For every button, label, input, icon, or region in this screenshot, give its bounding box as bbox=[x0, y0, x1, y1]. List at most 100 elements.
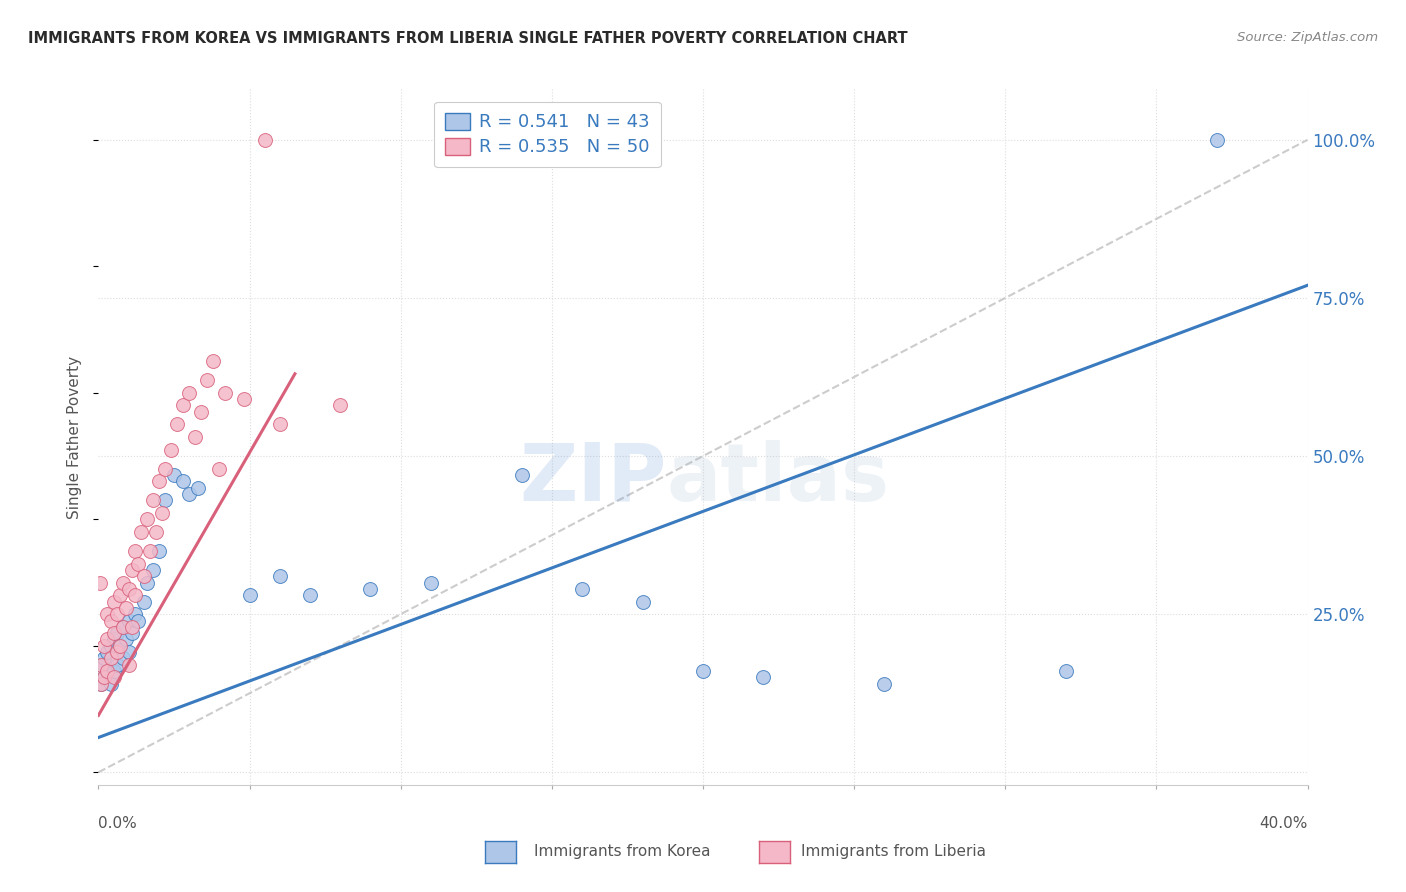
Point bbox=[571, 582, 593, 596]
Text: Source: ZipAtlas.com: Source: ZipAtlas.com bbox=[1237, 31, 1378, 45]
Point bbox=[103, 594, 125, 608]
Point bbox=[118, 582, 141, 596]
Point bbox=[163, 468, 186, 483]
Point bbox=[118, 645, 141, 659]
Point bbox=[184, 430, 207, 444]
Text: atlas: atlas bbox=[666, 440, 890, 518]
Point bbox=[90, 677, 112, 691]
Point bbox=[153, 493, 176, 508]
Point bbox=[752, 670, 775, 684]
Point bbox=[420, 575, 443, 590]
Point bbox=[100, 639, 122, 653]
Point bbox=[179, 385, 201, 400]
Point bbox=[150, 506, 173, 520]
Point bbox=[93, 670, 115, 684]
Point bbox=[166, 417, 188, 432]
Point bbox=[142, 493, 165, 508]
Point bbox=[100, 651, 122, 665]
Point bbox=[103, 632, 125, 647]
Point bbox=[96, 607, 118, 622]
Point bbox=[239, 588, 262, 602]
Point bbox=[329, 399, 352, 413]
Point bbox=[96, 645, 118, 659]
Point bbox=[93, 670, 115, 684]
Point bbox=[172, 399, 194, 413]
Point bbox=[1054, 664, 1077, 678]
Point bbox=[299, 588, 322, 602]
Point bbox=[105, 657, 128, 672]
Point bbox=[873, 677, 896, 691]
Point bbox=[93, 639, 115, 653]
Point bbox=[160, 442, 183, 457]
Point bbox=[108, 588, 131, 602]
Point bbox=[108, 639, 131, 653]
Point bbox=[214, 385, 236, 400]
Point bbox=[208, 461, 231, 475]
Text: Immigrants from Liberia: Immigrants from Liberia bbox=[801, 845, 987, 859]
Point bbox=[121, 563, 143, 577]
Point bbox=[111, 651, 134, 665]
Point bbox=[1206, 133, 1229, 147]
Point bbox=[253, 133, 276, 147]
Point bbox=[135, 575, 157, 590]
Point bbox=[96, 632, 118, 647]
Point bbox=[96, 664, 118, 678]
Point bbox=[90, 657, 112, 672]
Point bbox=[114, 600, 136, 615]
Point bbox=[103, 670, 125, 684]
Point bbox=[100, 677, 122, 691]
Point bbox=[105, 626, 128, 640]
Point bbox=[124, 607, 146, 622]
Point bbox=[105, 607, 128, 622]
Point bbox=[114, 632, 136, 647]
Point bbox=[124, 588, 146, 602]
Text: Immigrants from Korea: Immigrants from Korea bbox=[534, 845, 711, 859]
Text: IMMIGRANTS FROM KOREA VS IMMIGRANTS FROM LIBERIA SINGLE FATHER POVERTY CORRELATI: IMMIGRANTS FROM KOREA VS IMMIGRANTS FROM… bbox=[28, 31, 908, 46]
Point bbox=[124, 544, 146, 558]
Point bbox=[360, 582, 382, 596]
Point bbox=[90, 657, 112, 672]
Point bbox=[269, 417, 291, 432]
Point bbox=[96, 664, 118, 678]
Point bbox=[148, 475, 170, 489]
Text: ZIP: ZIP bbox=[519, 440, 666, 518]
Text: 0.0%: 0.0% bbox=[98, 816, 138, 831]
Point bbox=[89, 575, 111, 590]
Point bbox=[195, 373, 218, 387]
Point bbox=[269, 569, 291, 583]
Point bbox=[103, 664, 125, 678]
Point bbox=[132, 594, 155, 608]
Point bbox=[153, 461, 176, 475]
Point bbox=[232, 392, 254, 406]
Y-axis label: Single Father Poverty: Single Father Poverty bbox=[67, 356, 83, 518]
Point bbox=[100, 614, 122, 628]
Text: 40.0%: 40.0% bbox=[1260, 816, 1308, 831]
Point bbox=[148, 544, 170, 558]
Point bbox=[139, 544, 162, 558]
Point bbox=[127, 557, 149, 571]
Point bbox=[202, 354, 225, 368]
Point bbox=[108, 639, 131, 653]
Point bbox=[187, 481, 209, 495]
Point bbox=[190, 405, 212, 419]
Point bbox=[111, 620, 134, 634]
Legend: R = 0.541   N = 43, R = 0.535   N = 50: R = 0.541 N = 43, R = 0.535 N = 50 bbox=[434, 102, 661, 168]
Point bbox=[631, 594, 654, 608]
Point bbox=[105, 645, 128, 659]
Point bbox=[118, 614, 141, 628]
Point bbox=[510, 468, 533, 483]
Point bbox=[145, 524, 167, 539]
Point bbox=[172, 475, 194, 489]
Point bbox=[129, 524, 152, 539]
Point bbox=[111, 620, 134, 634]
Point bbox=[93, 651, 115, 665]
Point bbox=[132, 569, 155, 583]
Point bbox=[179, 487, 201, 501]
Point bbox=[692, 664, 714, 678]
Point bbox=[142, 563, 165, 577]
Point bbox=[111, 575, 134, 590]
Point bbox=[127, 614, 149, 628]
Point bbox=[90, 677, 112, 691]
Point bbox=[118, 657, 141, 672]
Point bbox=[121, 620, 143, 634]
